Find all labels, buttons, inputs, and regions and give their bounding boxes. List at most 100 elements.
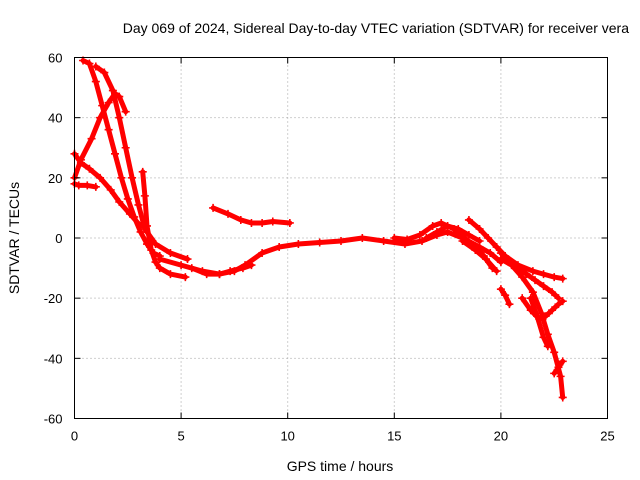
data-point [258,249,267,258]
data-point [315,238,324,247]
plot-data [70,56,567,402]
series-track-p [496,285,514,309]
data-point [140,191,149,200]
data-point [358,234,367,242]
data-point [522,270,531,279]
data-point [83,181,92,190]
data-point [507,261,516,270]
data-point [518,273,527,282]
data-point [437,218,446,227]
data-point [183,255,192,264]
series-line [72,151,144,229]
data-point [115,113,124,122]
data-point [224,209,233,218]
data-point [117,173,126,182]
data-point [471,246,480,255]
data-point [428,221,437,230]
y-tick-label: 0 [55,231,62,246]
data-point [496,255,505,264]
data-point [464,230,473,239]
data-point [390,234,399,242]
data-point [155,255,164,264]
data-point [147,246,156,255]
data-point [91,182,100,191]
data-point [518,294,527,303]
data-point [475,224,484,233]
data-point [539,282,548,291]
data-point [379,237,388,246]
data-point [91,77,100,86]
data-point [108,86,117,95]
data-point [115,197,124,206]
series-track-k [422,221,484,246]
data-point [492,267,501,276]
data-point [128,173,137,182]
x-tick-label: 15 [387,429,401,444]
data-point [138,167,147,176]
y-tick-label: -20 [44,291,63,306]
data-point [531,276,540,285]
series-line [460,238,500,274]
data-point [123,194,132,203]
y-tick-label: -60 [44,412,63,427]
data-point [418,237,427,246]
series-track-s [550,357,567,378]
y-tick-label: 40 [48,111,62,126]
data-point [539,333,548,342]
data-point [550,273,559,282]
data-point [96,113,105,122]
data-point [475,237,484,246]
data-point [151,258,160,267]
data-point [76,155,85,164]
data-point [486,249,495,258]
data-point [554,363,563,372]
data-point [106,185,115,194]
data-point [285,218,294,227]
data-point [558,357,567,366]
data-point [556,372,565,381]
data-point [100,68,109,77]
data-point [548,306,557,315]
x-tick-label: 5 [177,429,184,444]
series-line [528,295,551,349]
data-point [111,149,120,158]
x-axis-label: GPS time / hours [287,458,394,474]
data-point [142,221,151,230]
y-tick-label: 20 [48,171,62,186]
series-track-f [138,167,190,282]
data-point [104,125,113,134]
data-point [136,227,145,236]
data-point [550,348,559,357]
series-track-d [79,56,164,261]
data-point [443,221,452,230]
data-point [558,274,567,283]
series-track-i [187,261,256,279]
data-point [501,291,510,300]
data-point [558,297,567,306]
data-point [121,143,130,152]
data-point [215,270,224,279]
series-line [140,169,188,280]
data-point [258,218,267,227]
data-point [550,369,559,378]
y-axis-label: SDTVAR / TECUs [6,182,22,294]
data-point [226,267,235,276]
data-point [422,234,431,242]
data-point [496,285,505,294]
data-point [403,235,412,244]
x-tick-label: 10 [280,429,294,444]
data-point [202,270,211,279]
data-point [134,200,143,209]
series-line [423,223,483,244]
y-tick-label: 60 [48,51,62,66]
y-tick-label: -40 [44,351,63,366]
data-point [74,181,83,190]
data-point [96,173,105,182]
data-point [166,270,175,279]
data-point [415,230,424,239]
series-track-m [464,215,567,283]
x-tick-label: 0 [71,429,78,444]
data-point [238,264,247,273]
data-point [492,243,501,252]
